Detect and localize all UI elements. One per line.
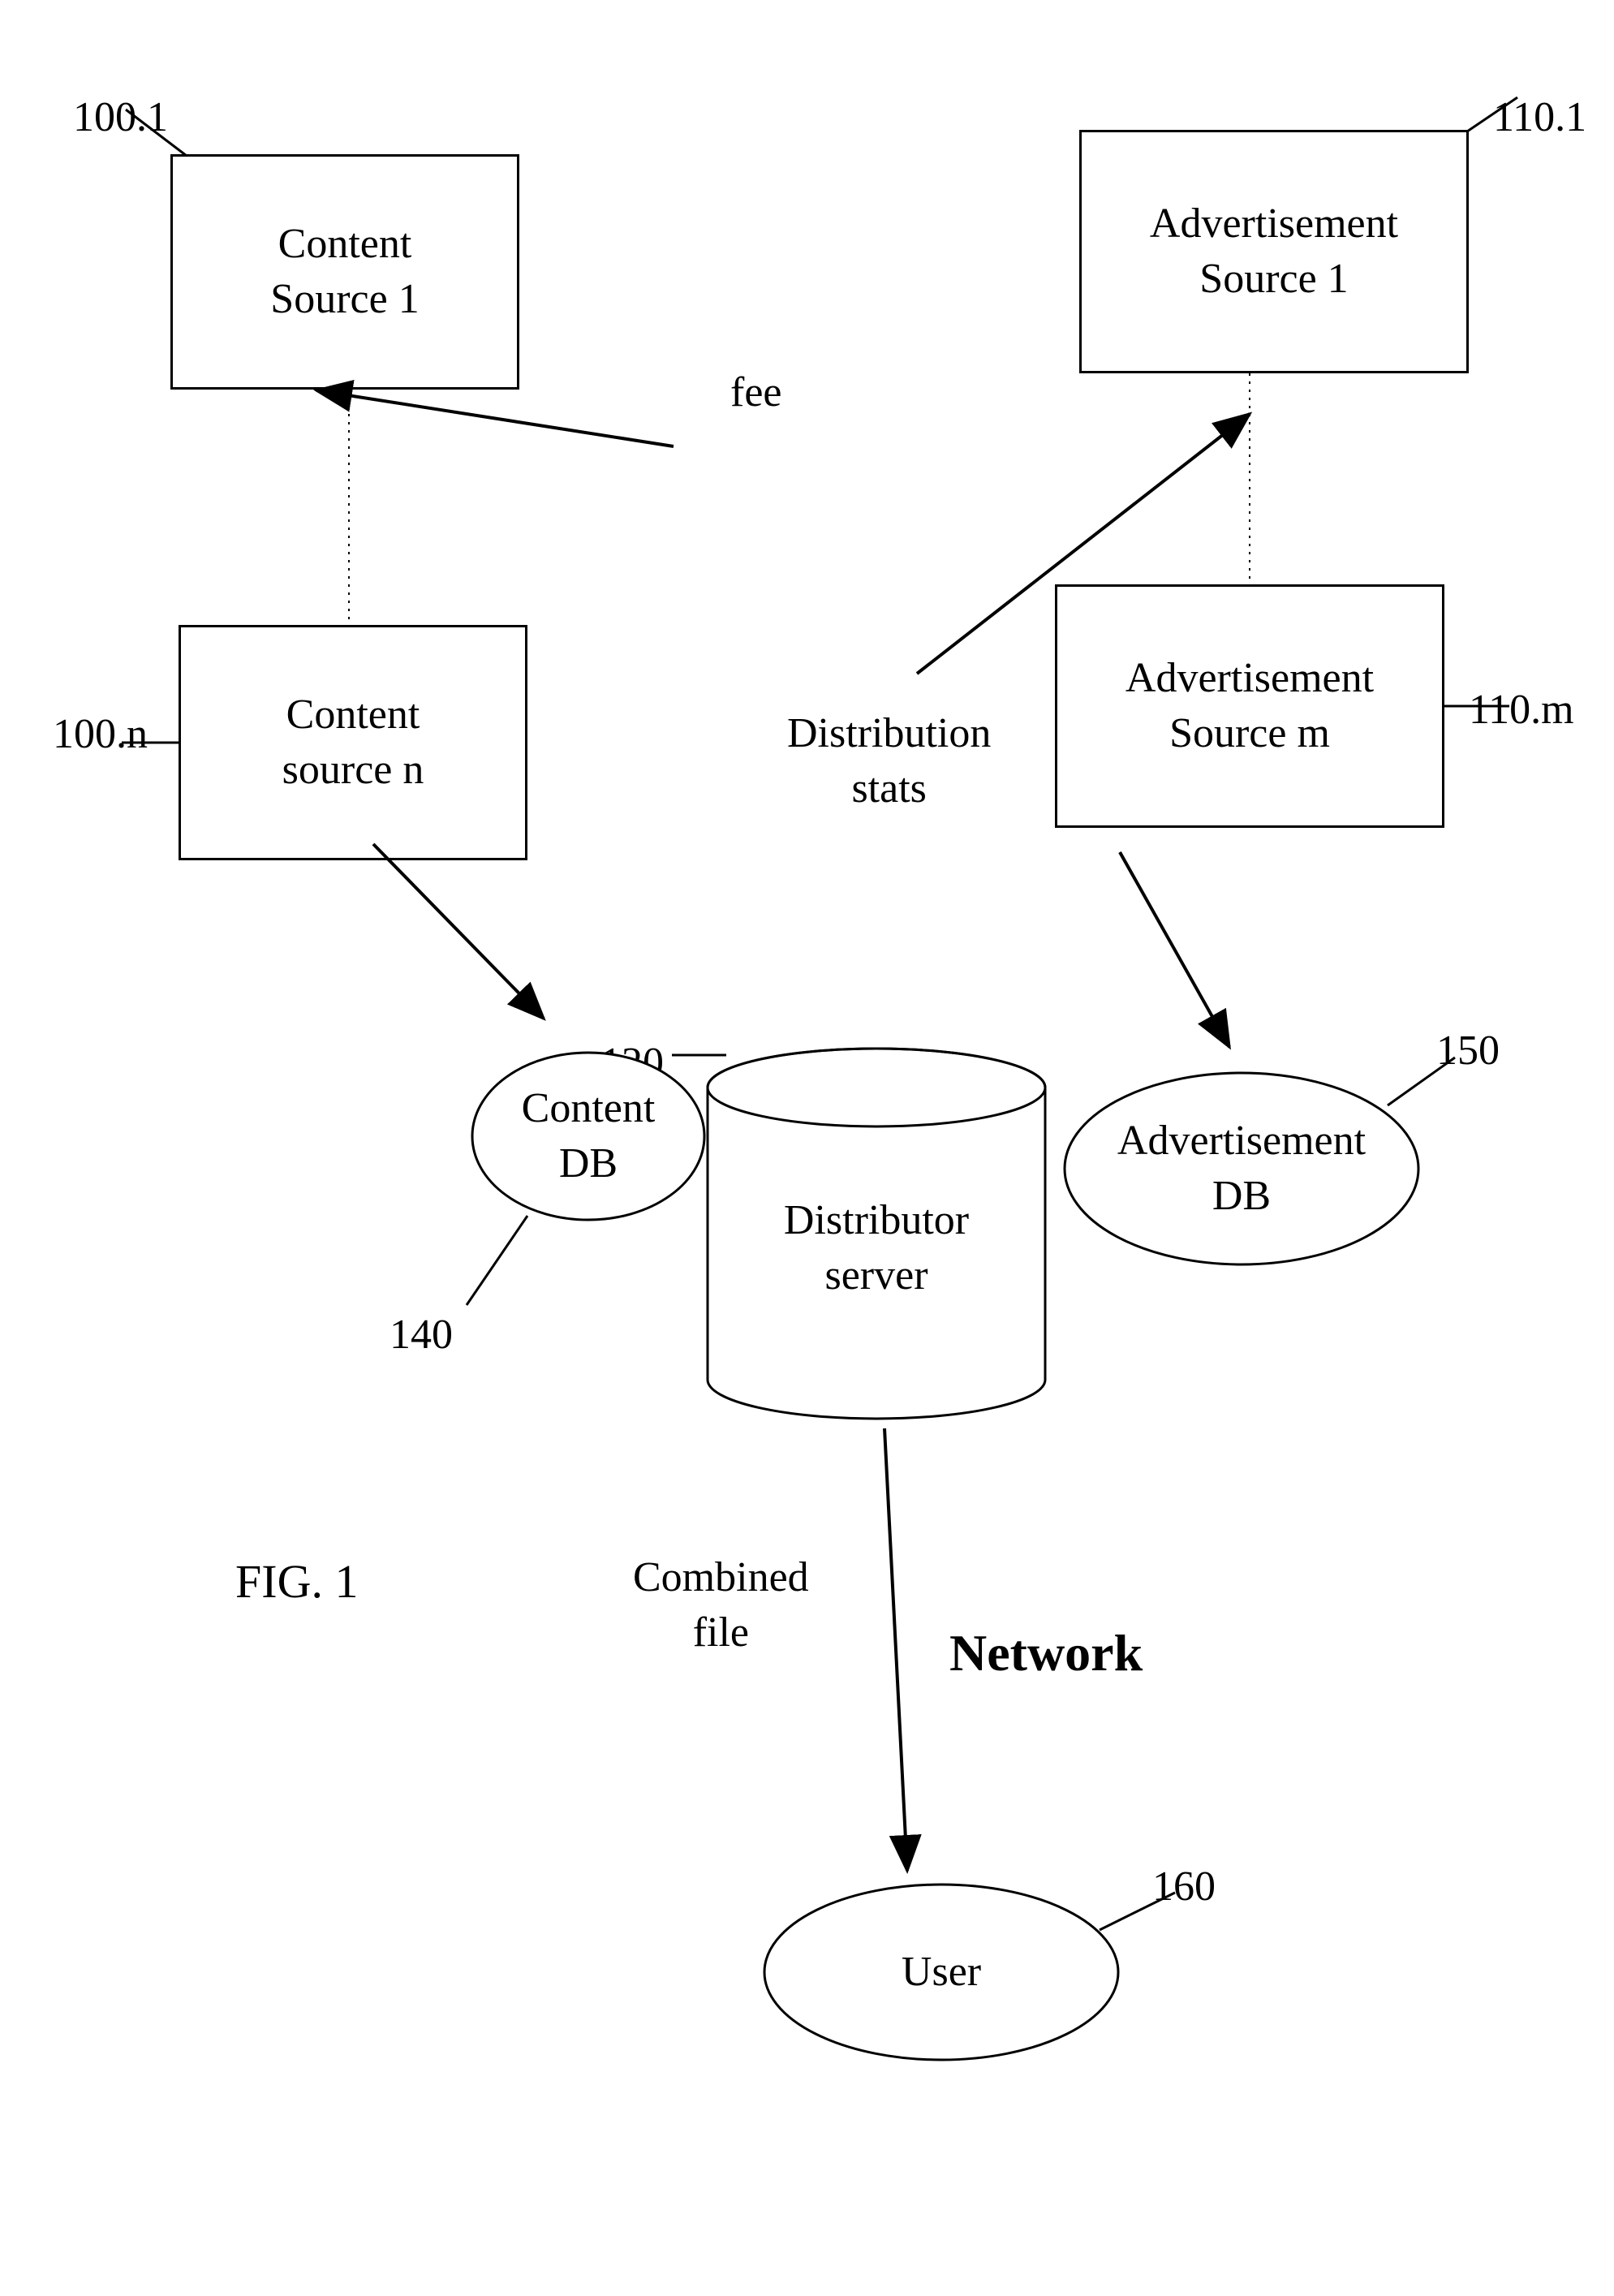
ref-label-160: 160: [1152, 1863, 1216, 1910]
ref-label-110-m: 110.m: [1469, 686, 1574, 734]
node-ad-db: AdvertisementDB: [1063, 1071, 1420, 1266]
node-ad-source-1: AdvertisementSource 1: [1079, 130, 1469, 373]
edge-label-combined-file: Combinedfile: [633, 1550, 809, 1660]
node-content-source-n: Contentsource n: [179, 625, 527, 860]
ref-label-100-n: 100.n: [53, 710, 148, 758]
node-label: Contentsource n: [282, 687, 424, 797]
node-ad-source-m: AdvertisementSource m: [1055, 584, 1444, 828]
node-user: User: [763, 1883, 1120, 2061]
ref-label-100-1: 100.1: [73, 93, 168, 141]
node-label: Distributorserver: [784, 1197, 969, 1299]
edge-label-fee: fee: [730, 365, 781, 420]
node-content-source-1: ContentSource 1: [170, 154, 519, 390]
ref-label-150: 150: [1436, 1027, 1500, 1075]
node-label: AdvertisementSource m: [1125, 651, 1374, 760]
diagram-container: ContentSource 1 100.1 Contentsource n 10…: [0, 0, 1614, 2296]
node-label: ContentDB: [522, 1085, 656, 1187]
figure-label: FIG. 1: [235, 1554, 358, 1609]
node-distributor-server: Distributorserver: [706, 1047, 1047, 1420]
ref-label-140: 140: [390, 1311, 453, 1359]
node-label: User: [902, 1949, 981, 1995]
network-label: Network: [949, 1623, 1143, 1683]
node-label: ContentSource 1: [270, 217, 419, 326]
node-label: AdvertisementSource 1: [1150, 196, 1398, 306]
edge-label-distribution-stats: Distributionstats: [787, 706, 991, 816]
ref-label-110-1: 110.1: [1493, 93, 1586, 141]
node-label: AdvertisementDB: [1117, 1118, 1366, 1219]
node-content-db: ContentDB: [471, 1051, 706, 1221]
